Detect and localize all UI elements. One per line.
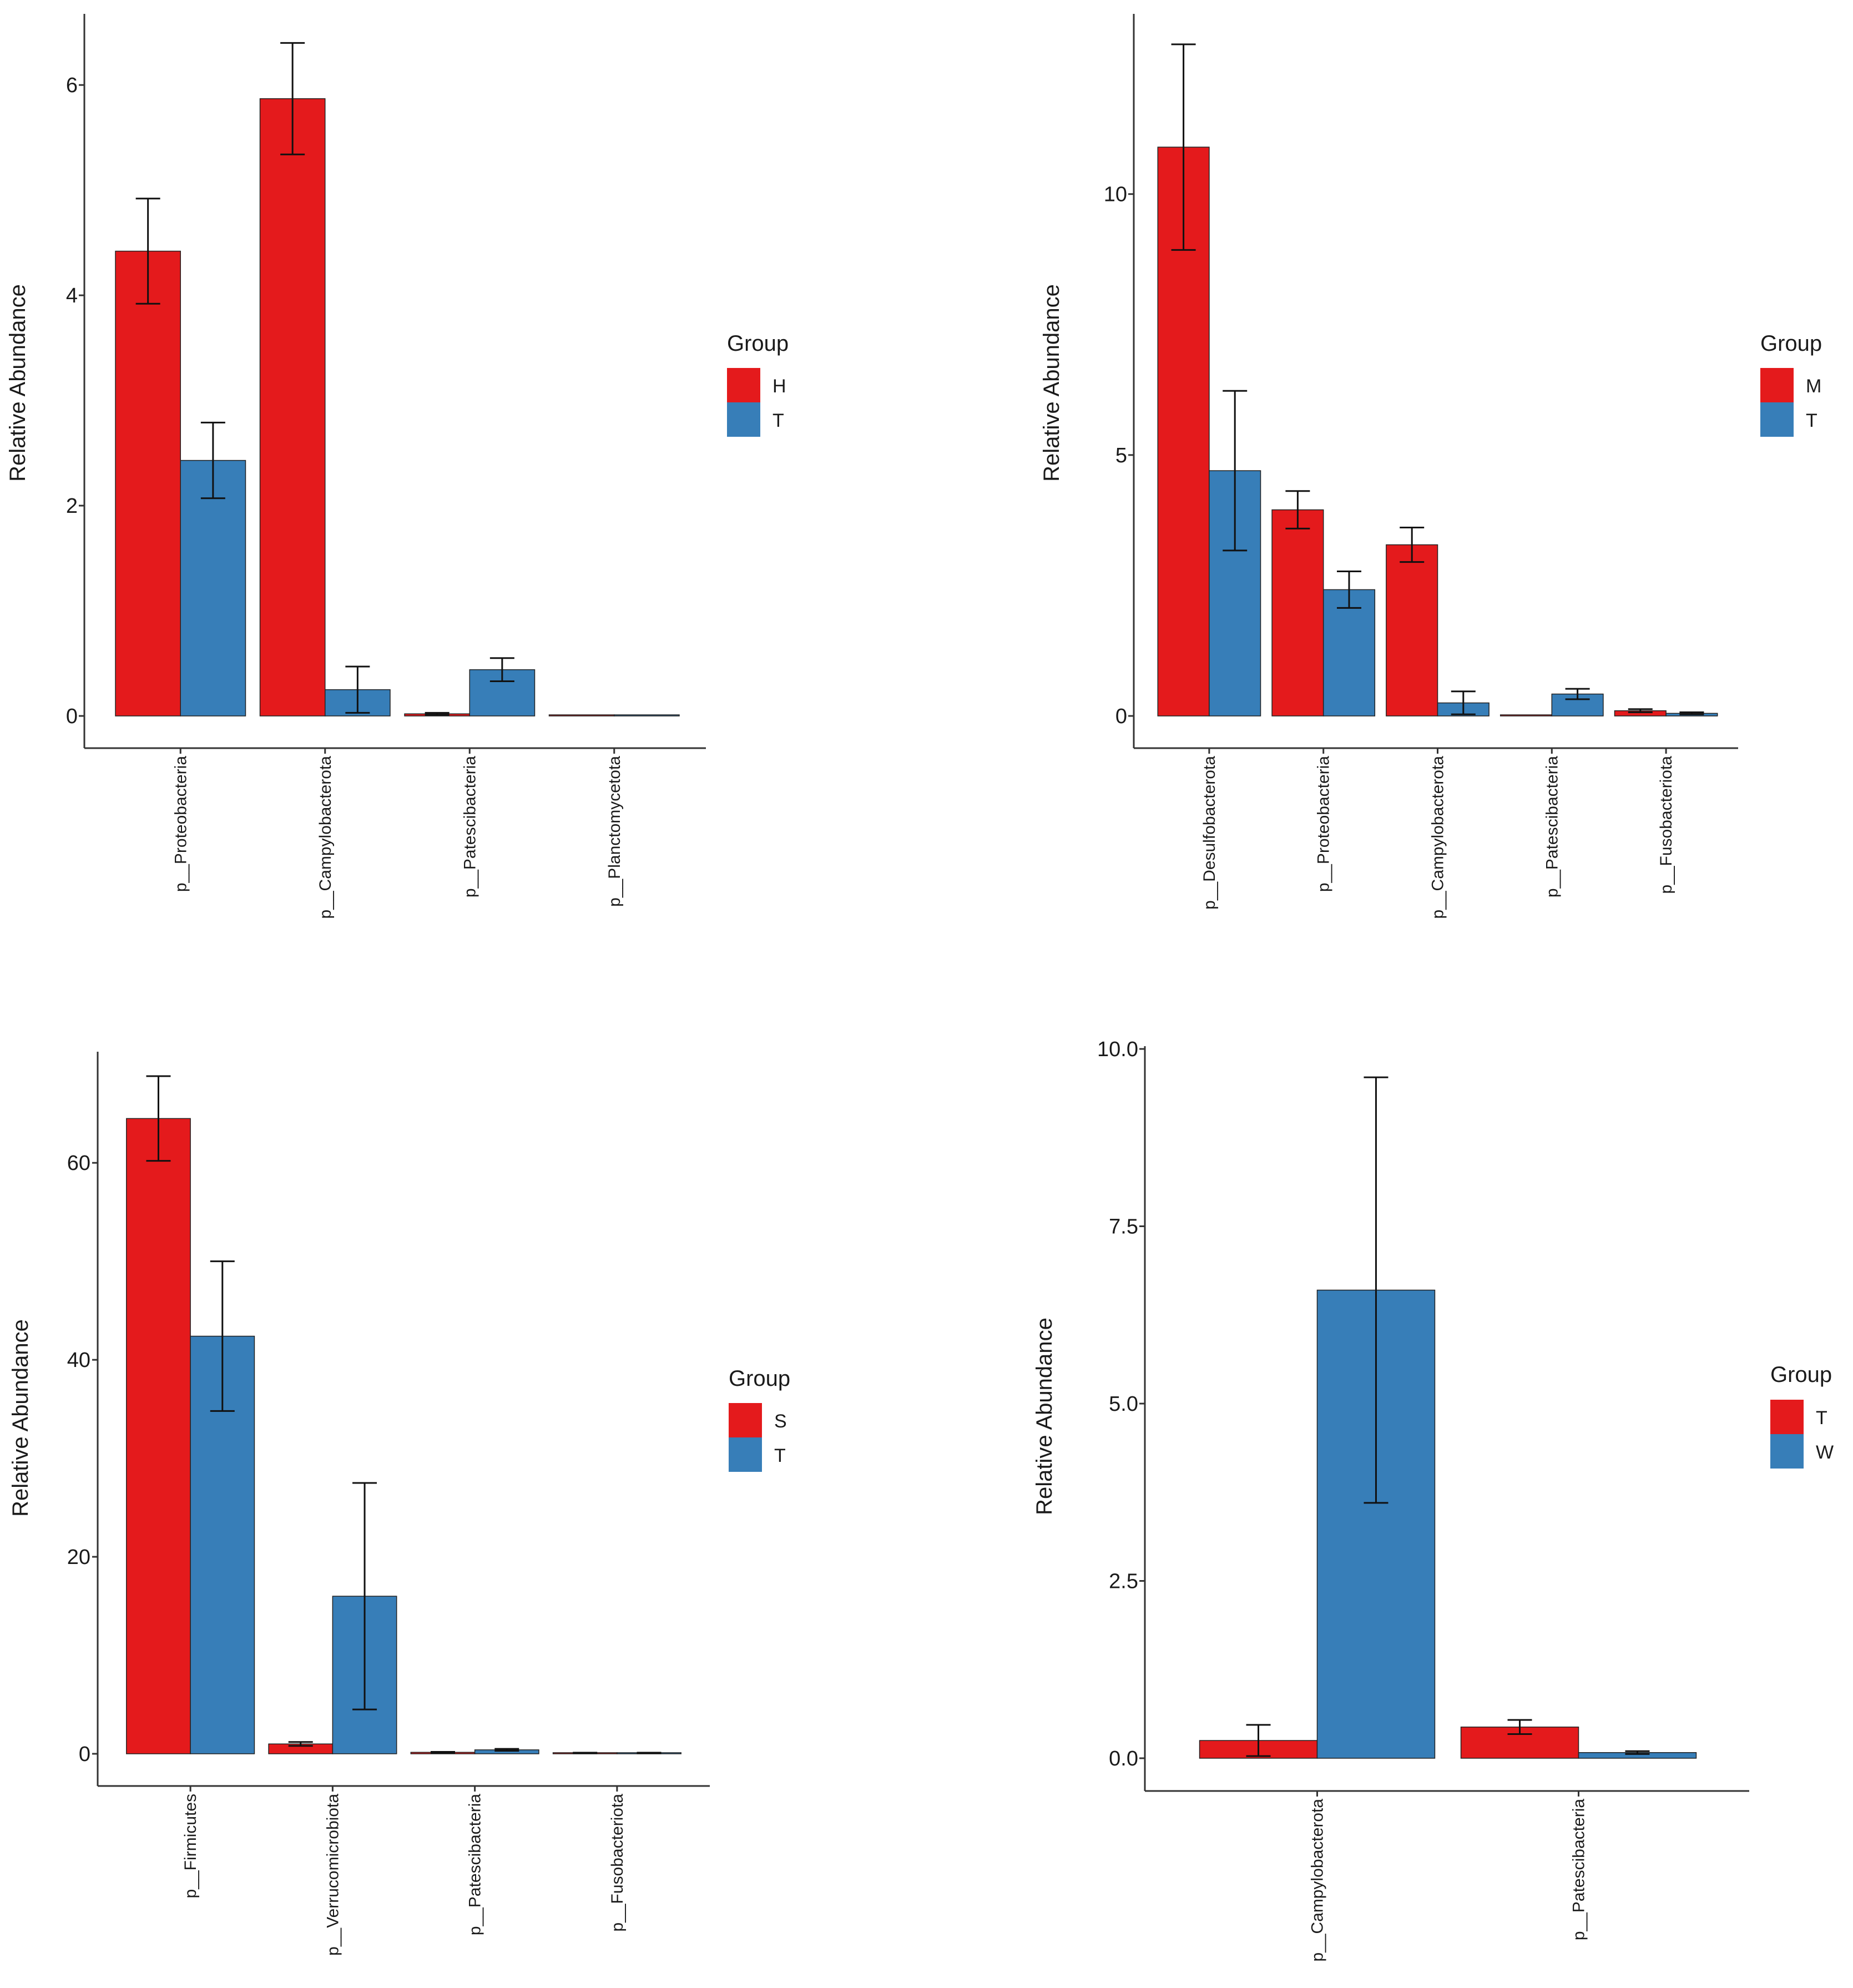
x-tick-label: p__Campylobacterota — [1309, 1799, 1327, 1962]
bar-h — [259, 98, 326, 717]
legend-title: Group — [727, 331, 789, 356]
bar-s — [126, 1118, 191, 1754]
legend-label: S — [774, 1411, 787, 1432]
legend-swatch-m — [1760, 368, 1794, 402]
y-tick-label: 2 — [66, 495, 78, 518]
x-tick-label: p__Fusobacteriota — [608, 1794, 627, 1932]
chart-panel-1: 0 2 4 6 Relative Abundance p__Proteobacteria p… — [6, 14, 789, 919]
legend-label: T — [1816, 1407, 1827, 1429]
y-axis-label: Relative Abundance — [1039, 284, 1064, 482]
legend-swatch-w — [1770, 1434, 1804, 1469]
y-tick-label: 2.5 — [1109, 1570, 1138, 1593]
x-tick-label: p__Patescibacteria — [1543, 756, 1561, 897]
y-tick-label: 5 — [1115, 444, 1127, 467]
bar-t — [614, 714, 680, 717]
legend-label: H — [772, 376, 786, 397]
x-tick-label: p__Patescibacteria — [1570, 1799, 1588, 1940]
bar-m — [1271, 509, 1324, 717]
bar-h — [115, 250, 181, 717]
x-tick-label: p__Verrucomicrobiota — [324, 1794, 342, 1956]
legend-swatch-t — [1770, 1400, 1804, 1434]
x-tick-label: p__Fusobacteriota — [1657, 756, 1675, 894]
y-tick-label: 20 — [67, 1546, 90, 1569]
y-tick-label: 0 — [79, 1743, 90, 1766]
legend-label: T — [774, 1445, 786, 1466]
y-tick-label: 40 — [67, 1349, 90, 1372]
legend-label: T — [772, 410, 784, 431]
x-tick-label: p__Proteobacteria — [171, 756, 190, 892]
legend-swatch-t — [1760, 402, 1794, 437]
y-tick-label: 4 — [66, 284, 78, 307]
y-tick-label: 0 — [1115, 705, 1127, 728]
x-tick-label: p__Firmicutes — [181, 1794, 200, 1898]
x-tick-label: p__Patescibacteria — [466, 1794, 484, 1935]
y-tick-label: 10.0 — [1097, 1038, 1138, 1061]
bar-m — [1499, 714, 1553, 717]
legend-swatch-s — [729, 1403, 762, 1437]
x-tick-label: p__Desulfobacterota — [1200, 756, 1219, 910]
y-tick-label: 60 — [67, 1152, 90, 1175]
y-tick-label: 10 — [1104, 183, 1127, 206]
legend-swatch-t — [727, 402, 760, 437]
y-tick-label: 0.0 — [1109, 1747, 1138, 1770]
chart-panel-4: 0.0 2.5 5.0 7.5 10.0 Relative Abundance p__Cam… — [1032, 1038, 1834, 1962]
chart-panel-3: 0 20 40 60 Relative Abundance p__Firmicutes p_… — [8, 1052, 790, 1956]
y-axis-label: Relative Abundance — [1032, 1318, 1057, 1515]
x-tick-label: p__Patescibacteria — [461, 756, 479, 897]
y-tick-label: 5.0 — [1109, 1392, 1138, 1416]
y-axis-label: Relative Abundance — [8, 1319, 33, 1517]
y-tick-label: 0 — [66, 705, 78, 728]
x-tick-label: p__Planctomycetota — [605, 756, 624, 907]
legend-swatch-h — [727, 368, 760, 402]
x-tick-label: p__Proteobacteria — [1315, 756, 1333, 892]
x-tick-label: p__Campylobacterota — [316, 756, 335, 919]
y-tick-label: 6 — [66, 74, 78, 97]
legend-title: Group — [729, 1366, 790, 1391]
bar-t — [180, 460, 246, 717]
y-axis-label: Relative Abundance — [6, 284, 30, 482]
bar-m — [1386, 544, 1438, 717]
legend-label: T — [1806, 410, 1817, 431]
bar-h — [548, 714, 615, 717]
chart-panel-2: 0 5 10 Relative Abundance p__Desulfobacterot… — [1039, 14, 1822, 919]
legend-title: Group — [1770, 1363, 1832, 1387]
y-tick-label: 7.5 — [1109, 1215, 1138, 1239]
x-tick-label: p__Campylobacterota — [1429, 756, 1447, 919]
legend-swatch-t — [729, 1437, 762, 1472]
legend-title: Group — [1760, 331, 1822, 356]
legend-label: M — [1806, 376, 1821, 397]
legend-label: W — [1816, 1442, 1834, 1463]
